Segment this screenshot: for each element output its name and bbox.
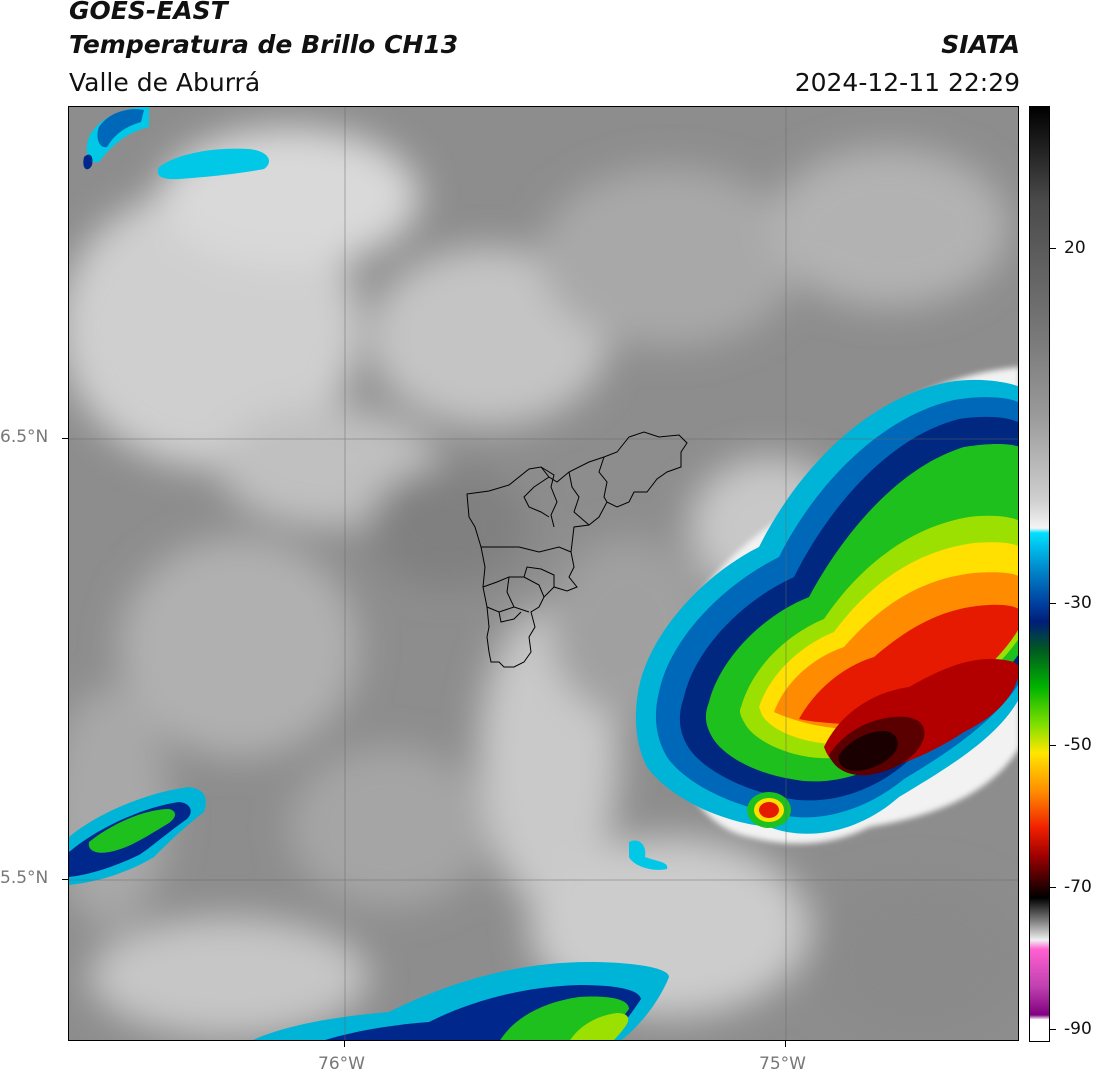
- lon-label: 75°W: [759, 1054, 806, 1074]
- lat-tick: [62, 879, 68, 880]
- storm-south: [253, 962, 669, 1040]
- storm-east: [635, 367, 1018, 844]
- datetime-label: 2024-12-11 22:29: [794, 68, 1020, 97]
- region-subtitle: Valle de Aburrá: [69, 68, 261, 97]
- colorbar-tick: [1050, 603, 1056, 604]
- lat-label: 6.5°N: [0, 427, 49, 447]
- lat-tick: [62, 438, 68, 439]
- lat-label: 5.5°N: [0, 868, 49, 888]
- satellite-map: [68, 106, 1019, 1041]
- colorbar-label: -90: [1064, 1019, 1092, 1039]
- lon-tick: [785, 1041, 786, 1047]
- storm-southwest: [69, 787, 206, 885]
- cloud-fragments: [83, 107, 668, 870]
- graticule: [69, 107, 1018, 1040]
- colorbar-label: 20: [1064, 238, 1086, 258]
- colorbar-label: -50: [1064, 735, 1092, 755]
- lon-label: 76°W: [318, 1054, 365, 1074]
- temperature-colorbar: [1029, 106, 1050, 1042]
- colorbar-tick: [1050, 745, 1056, 746]
- agency-label: SIATA: [941, 30, 1020, 59]
- colorbar-tick: [1050, 248, 1056, 249]
- brightness-temperature-field: [69, 107, 1018, 1040]
- colorbar-label: -30: [1064, 593, 1092, 613]
- product-title: Temperatura de Brillo CH13: [69, 30, 459, 59]
- colorbar-label: -70: [1064, 877, 1092, 897]
- lon-tick: [344, 1041, 345, 1047]
- municipal-boundaries: [466, 431, 688, 668]
- satellite-title: GOES-EAST: [69, 0, 228, 25]
- colorbar-tick: [1050, 887, 1056, 888]
- colorbar-tick: [1050, 1029, 1056, 1030]
- colorbar-gradient: [1030, 107, 1049, 1041]
